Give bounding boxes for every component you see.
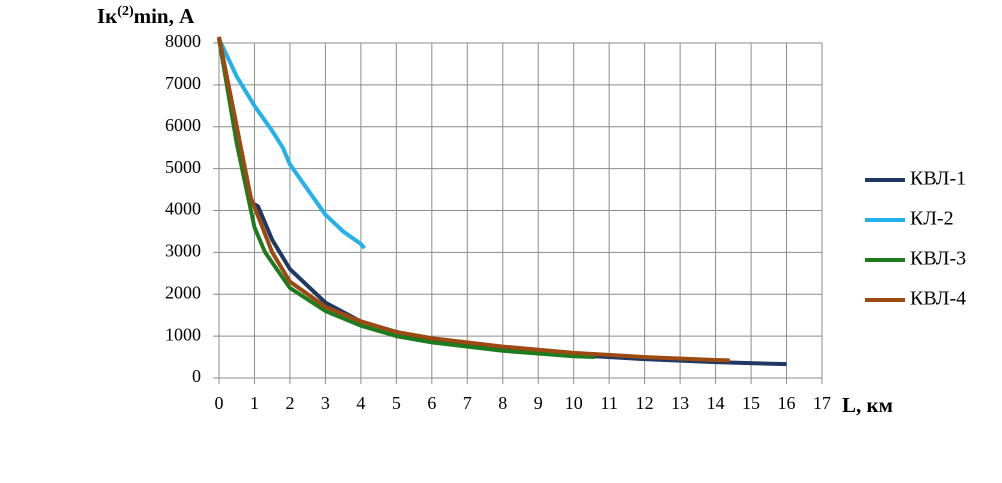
x-tick-label: 11: [601, 393, 618, 413]
legend-label: КВЛ-3: [910, 248, 966, 270]
y-tick-label: 7000: [165, 73, 201, 93]
y-label-sup: (2): [117, 4, 134, 19]
x-tick-label: 10: [565, 393, 583, 413]
y-tick-label: 3000: [165, 241, 201, 261]
x-tick-label: 8: [498, 393, 507, 413]
y-label-rest: min, А: [134, 4, 196, 28]
x-tick-label: 15: [742, 393, 760, 413]
y-tick-label: 4000: [165, 199, 201, 219]
x-tick-label: 4: [356, 393, 365, 413]
series-line: [217, 38, 596, 360]
y-tick-label: 6000: [165, 115, 201, 135]
y-tick-label: 5000: [165, 157, 201, 177]
x-tick-label: 17: [813, 393, 831, 413]
x-tick-label: 6: [427, 393, 436, 413]
x-tick-label: 13: [671, 393, 689, 413]
legend-label: КВЛ-4: [910, 288, 966, 310]
x-tick-label: 7: [463, 393, 472, 413]
x-tick-label: 16: [778, 393, 796, 413]
x-tick-label: 3: [321, 393, 330, 413]
legend-label: КВЛ-1: [910, 168, 966, 190]
y-tick-label: 1000: [165, 324, 201, 344]
series-line: [217, 37, 366, 250]
y-axis-label: Iк(2)min, А: [97, 4, 195, 28]
y-tick-label: 8000: [165, 31, 201, 51]
y-tick-label: 2000: [165, 282, 201, 302]
x-tick-label: 12: [636, 393, 654, 413]
legend-label: КЛ-2: [910, 208, 954, 230]
x-tick-label: 14: [707, 393, 725, 413]
x-axis-label: L, км: [842, 393, 893, 417]
x-tick-label: 0: [215, 393, 224, 413]
y-label-main: Iк: [97, 4, 118, 28]
plot-frame: [218, 42, 823, 379]
series-line: [217, 36, 730, 363]
x-tick-label: 9: [534, 393, 543, 413]
x-tick-label: 5: [392, 393, 401, 413]
x-tick-label: 2: [285, 393, 294, 413]
x-tick-label: 1: [250, 393, 259, 413]
y-tick-label: 0: [192, 366, 201, 386]
